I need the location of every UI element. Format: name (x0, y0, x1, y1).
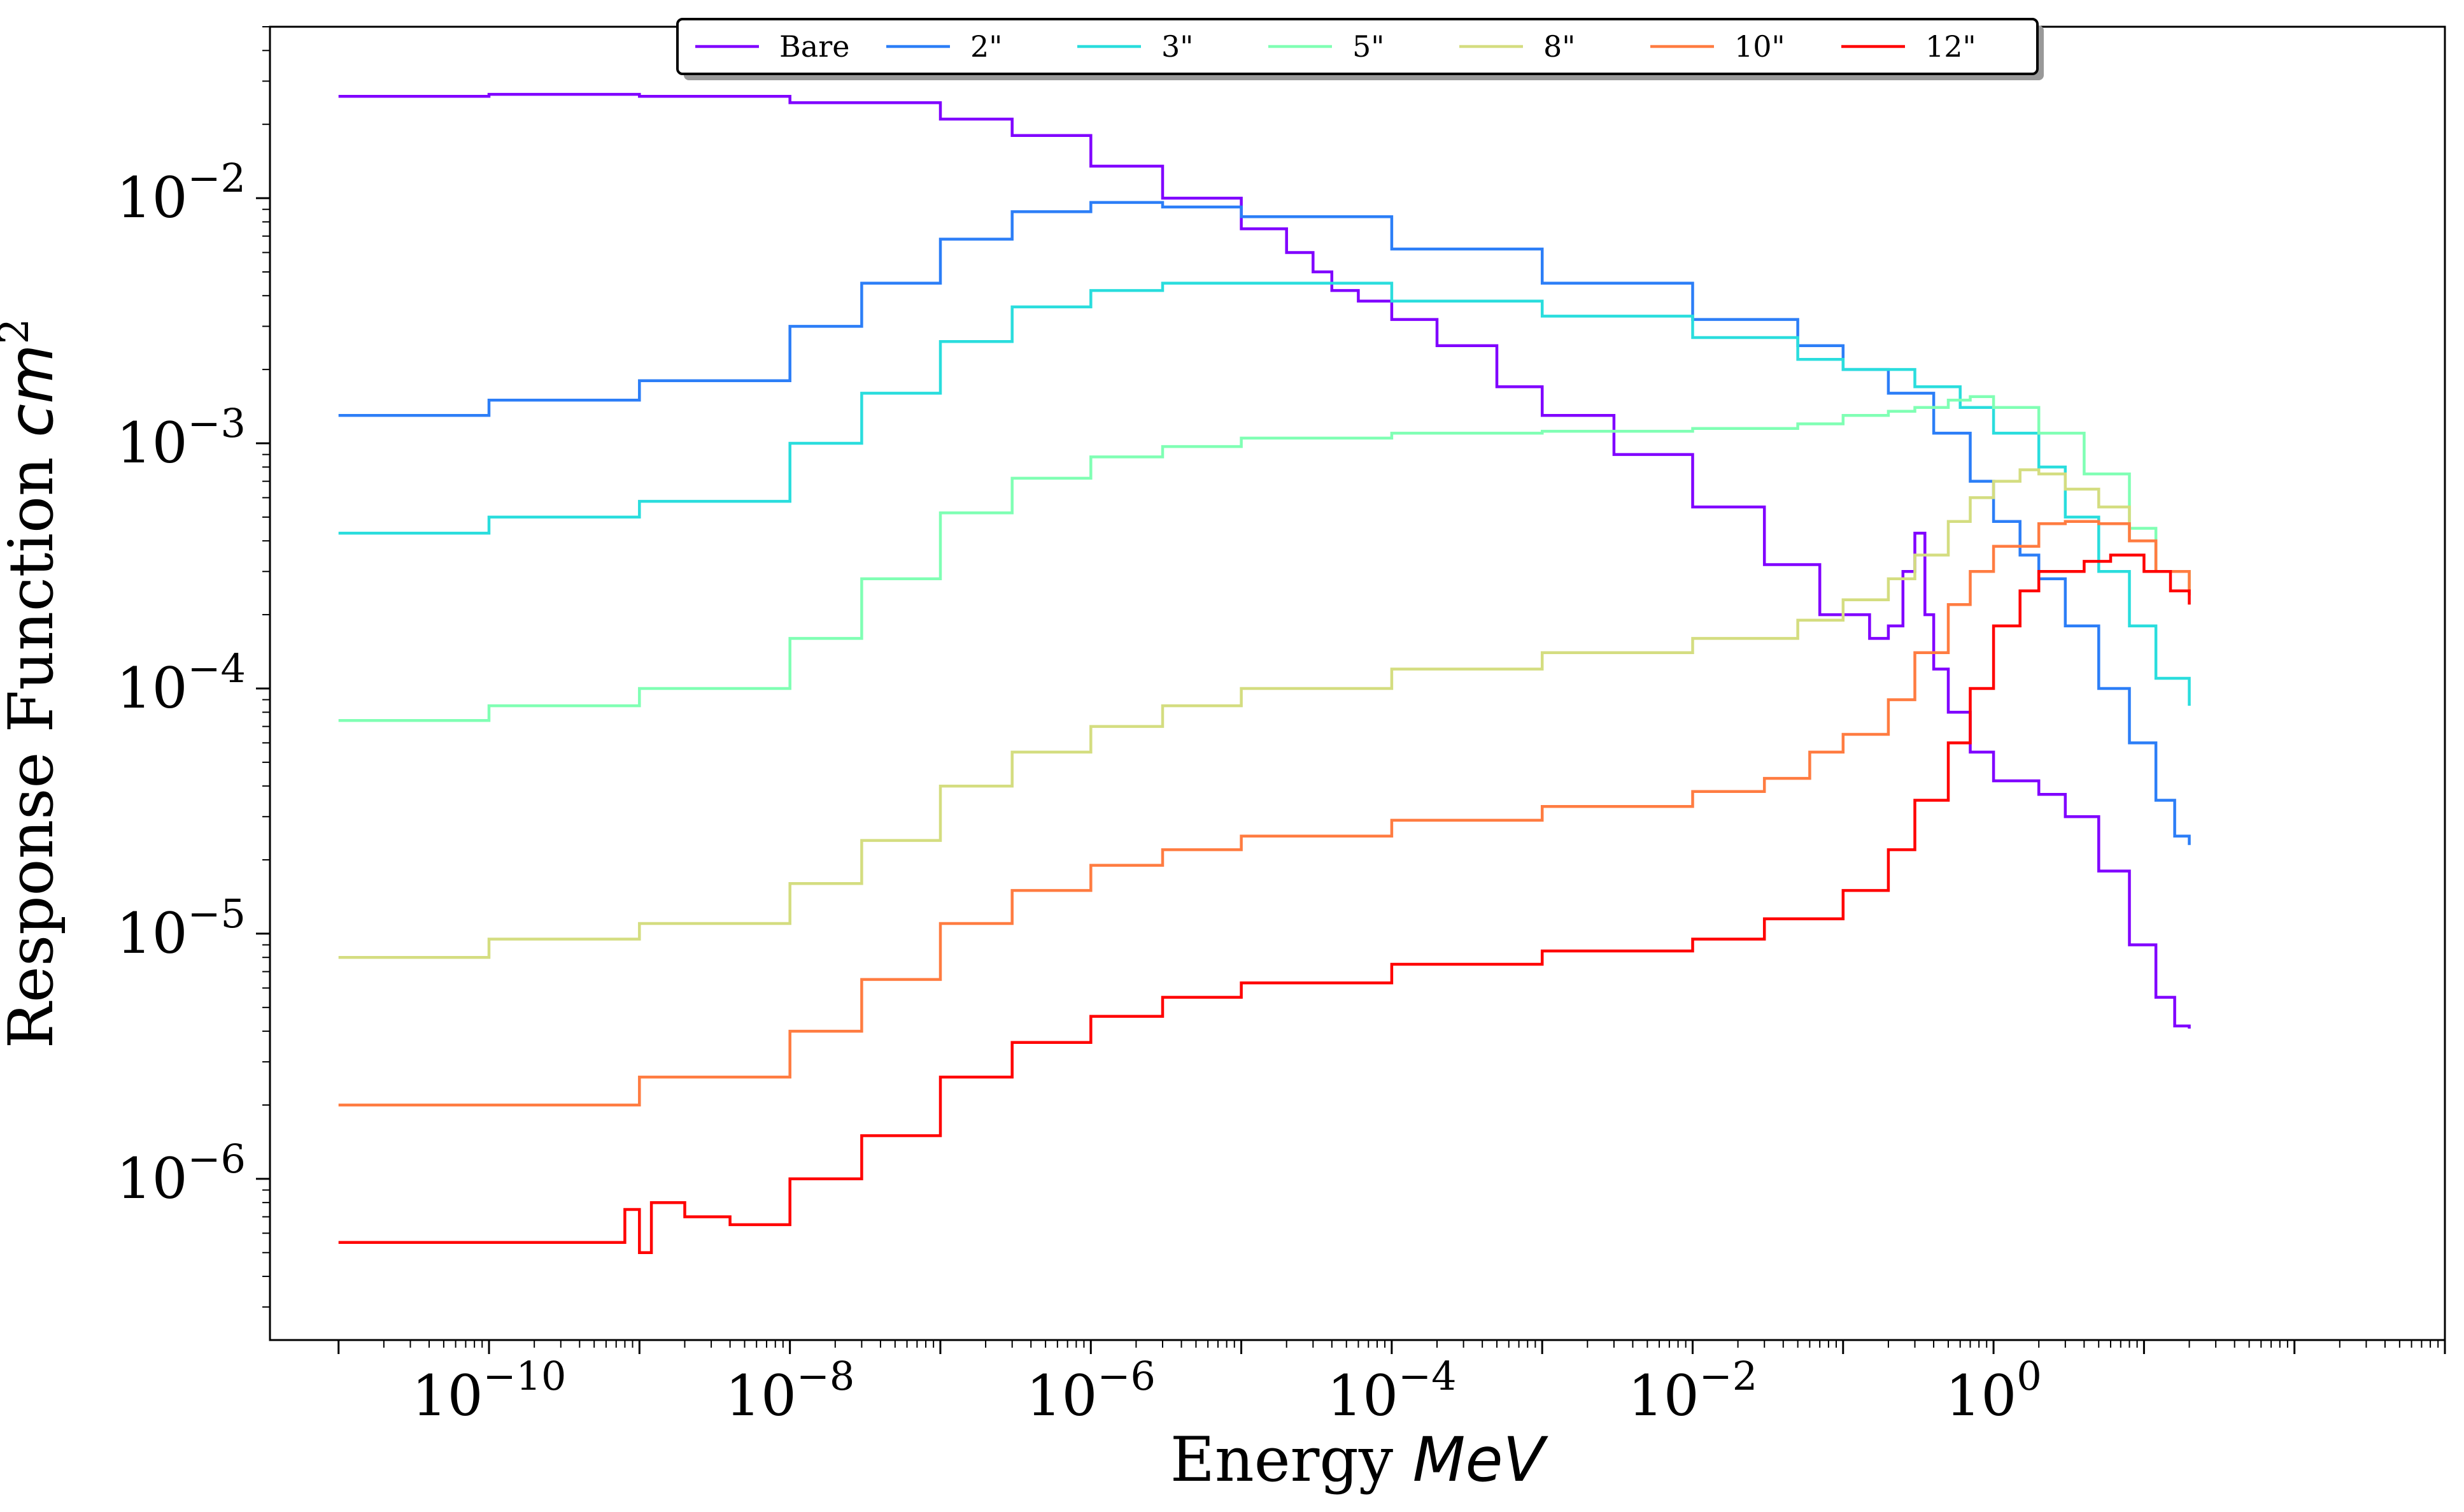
x-tick-label-2: 10−6 (1026, 1353, 1156, 1429)
x-tick-exp: −4 (1398, 1353, 1456, 1399)
y-tick-label-3: 10−3 (117, 400, 246, 476)
x-tick-exp: −2 (1699, 1353, 1757, 1399)
legend-label-1: 2" (970, 29, 1002, 64)
legend-label-5: 10" (1734, 29, 1785, 64)
x-axis-label-text: Energy (1170, 1424, 1393, 1495)
x-tick-label-1: 10−8 (725, 1353, 854, 1429)
x-tick-base: 10 (1945, 1363, 2016, 1429)
x-tick-base: 10 (1628, 1363, 1699, 1429)
legend-label-0: Bare (779, 29, 849, 64)
x-tick-label-3: 10−4 (1327, 1353, 1456, 1429)
x-tick-exp: −10 (483, 1353, 567, 1399)
legend-label-4: 8" (1543, 29, 1575, 64)
x-tick-label-5: 100 (1945, 1353, 2041, 1429)
legend-label-3: 5" (1352, 29, 1384, 64)
y-axis-label: Response Function cm2 (0, 318, 67, 1049)
x-tick-exp: −8 (797, 1353, 854, 1399)
x-tick-exp: 0 (2016, 1353, 2041, 1399)
y-axis-label-unit: cm (0, 344, 67, 437)
plot-area (269, 25, 2446, 1341)
legend-label-6: 12" (1925, 29, 1976, 64)
series-line-3 (338, 395, 2191, 722)
x-tick-base: 10 (725, 1363, 797, 1429)
x-tick-base: 10 (1327, 1363, 1398, 1429)
y-tick-base: 10 (117, 1146, 188, 1211)
series-line-0 (338, 92, 2191, 1029)
y-axis-label-text: Response Function (0, 457, 67, 1048)
legend: Bare 2" 3" 5" 8" 10" 12" (676, 18, 2039, 75)
series-layer (338, 92, 2191, 1254)
series-line-4 (338, 468, 2191, 959)
x-tick-label-0: 10−10 (412, 1353, 567, 1429)
x-tick-label-4: 10−2 (1628, 1353, 1757, 1429)
series-line-2 (338, 282, 2191, 706)
x-tick-base: 10 (1026, 1363, 1098, 1429)
y-tick-label-0: 10−6 (117, 1136, 246, 1211)
y-tick-base: 10 (117, 165, 188, 231)
series-line-5 (338, 520, 2191, 1107)
y-tick-exp: −4 (188, 645, 246, 692)
y-tick-label-4: 10−2 (117, 155, 246, 231)
y-tick-exp: −6 (188, 1136, 246, 1182)
legend-label-2: 3" (1161, 29, 1193, 64)
y-tick-exp: −3 (188, 400, 246, 446)
x-axis-label: Energy MeV (1170, 1424, 1549, 1495)
legend-entries: Bare 2" 3" 5" 8" 10" 12" (695, 29, 1976, 64)
series-line-6 (338, 553, 2191, 1254)
x-tick-exp: −6 (1098, 1353, 1156, 1399)
x-tick-base: 10 (412, 1363, 483, 1429)
y-tick-base: 10 (117, 901, 188, 966)
x-axis-label-unit: MeV (1413, 1424, 1549, 1495)
y-tick-exp: −5 (188, 890, 246, 937)
legend-box (676, 18, 2039, 75)
y-axis-label-unit-exp: 2 (0, 318, 38, 345)
y-tick-exp: −2 (188, 155, 246, 201)
y-axis: 10−610−510−410−310−2 (117, 26, 270, 1308)
y-tick-base: 10 (117, 410, 188, 476)
y-tick-label-2: 10−4 (117, 645, 246, 721)
y-tick-label-1: 10−5 (117, 890, 246, 966)
y-tick-base: 10 (117, 655, 188, 721)
x-axis: 10−10 10−8 10−6 10−4 10−2 100 (337, 1340, 2446, 1429)
